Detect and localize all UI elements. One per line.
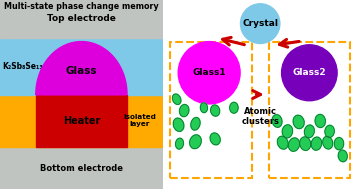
Circle shape bbox=[281, 45, 337, 101]
Ellipse shape bbox=[293, 115, 304, 129]
Ellipse shape bbox=[179, 105, 189, 117]
Text: Crystal: Crystal bbox=[242, 19, 278, 28]
Ellipse shape bbox=[282, 125, 293, 138]
Ellipse shape bbox=[191, 118, 200, 130]
Ellipse shape bbox=[200, 103, 207, 113]
Ellipse shape bbox=[289, 138, 299, 151]
Text: Glass2: Glass2 bbox=[292, 68, 326, 77]
Text: K₂Sb₈Se₁₃: K₂Sb₈Se₁₃ bbox=[2, 62, 43, 71]
Circle shape bbox=[178, 42, 240, 104]
Text: Atomic
clusters: Atomic clusters bbox=[241, 107, 279, 126]
Ellipse shape bbox=[300, 137, 311, 150]
Bar bbox=[0, 38, 163, 94]
Text: Multi-state phase change memory: Multi-state phase change memory bbox=[4, 2, 159, 11]
Ellipse shape bbox=[190, 135, 201, 149]
Ellipse shape bbox=[173, 118, 184, 131]
Ellipse shape bbox=[230, 102, 238, 113]
Text: Isolated
layer: Isolated layer bbox=[124, 115, 156, 127]
Polygon shape bbox=[36, 42, 127, 94]
Ellipse shape bbox=[172, 94, 181, 105]
Bar bbox=[0, 94, 163, 147]
Ellipse shape bbox=[334, 138, 344, 150]
Text: Glass1: Glass1 bbox=[192, 68, 226, 77]
Text: Heater: Heater bbox=[63, 116, 100, 126]
Bar bbox=[0, 0, 163, 38]
Ellipse shape bbox=[323, 136, 333, 149]
Ellipse shape bbox=[325, 125, 334, 137]
Bar bbox=[0, 147, 163, 189]
Text: Glass: Glass bbox=[66, 66, 97, 76]
Text: Top electrode: Top electrode bbox=[47, 14, 116, 23]
Bar bbox=[170, 42, 252, 178]
Ellipse shape bbox=[176, 138, 183, 149]
Bar bbox=[269, 42, 350, 178]
Ellipse shape bbox=[278, 136, 288, 149]
Ellipse shape bbox=[311, 137, 322, 150]
Circle shape bbox=[240, 4, 280, 43]
Text: Bottom electrode: Bottom electrode bbox=[40, 164, 123, 173]
Ellipse shape bbox=[211, 105, 220, 116]
Ellipse shape bbox=[315, 114, 325, 128]
Ellipse shape bbox=[210, 133, 220, 145]
Ellipse shape bbox=[304, 125, 314, 138]
Ellipse shape bbox=[338, 150, 347, 162]
Ellipse shape bbox=[272, 115, 282, 127]
Bar bbox=[36, 94, 127, 147]
